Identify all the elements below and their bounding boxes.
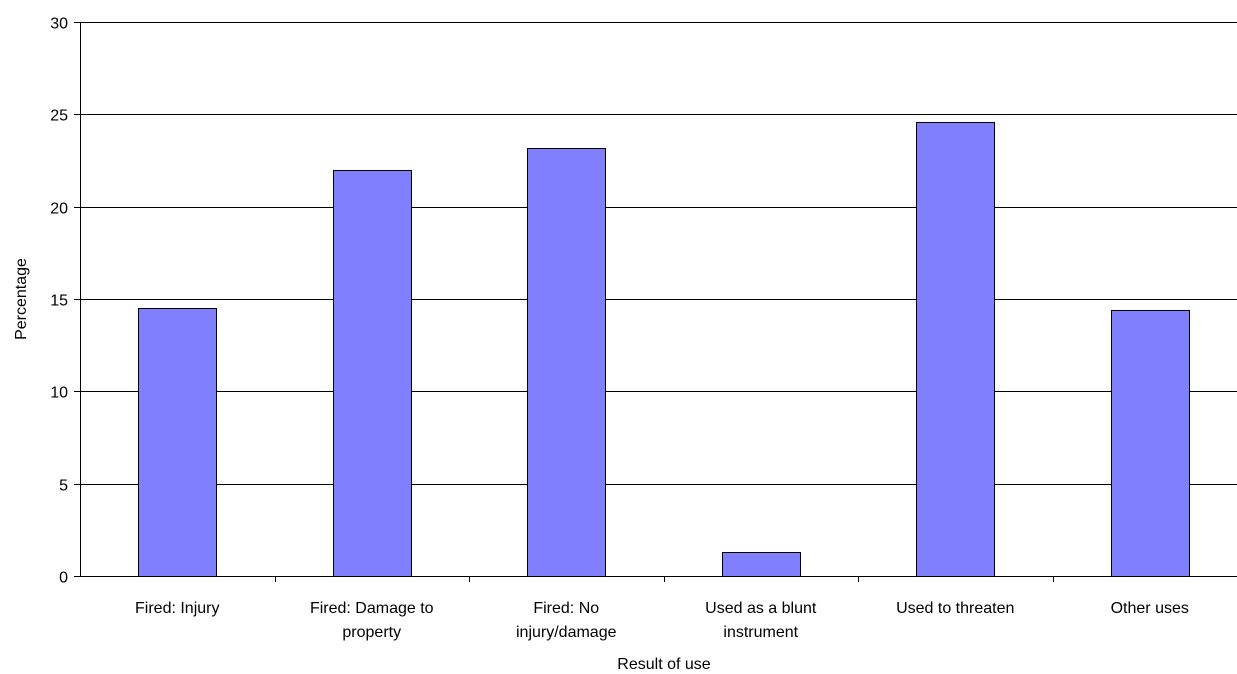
- y-tick-labels: 0 5 10 15 20 25 30: [50, 16, 68, 587]
- x-tick-label: Fired: Injury: [135, 600, 219, 617]
- x-tick-label: Fired: No injury/damage: [516, 600, 617, 641]
- x-tick-label: Fired: Damage to property: [310, 600, 434, 641]
- bar: [917, 123, 995, 577]
- y-tick-label: 10: [50, 385, 68, 402]
- bar: [528, 149, 606, 577]
- y-tick-label: 25: [50, 108, 68, 125]
- y-tick-label: 30: [50, 16, 68, 33]
- axes: [74, 22, 1237, 582]
- x-tick-labels: Fired: Injury Fired: Damage to property Fir…: [135, 600, 1189, 641]
- x-tick-label: Used to threaten: [896, 600, 1014, 617]
- x-tick-label: Other uses: [1111, 600, 1189, 617]
- x-tick-label: Used as a blunt instrument: [705, 600, 817, 641]
- bar: [1112, 311, 1190, 577]
- x-axis-label: Result of use: [617, 656, 710, 673]
- bar: [139, 309, 217, 577]
- bar: [334, 171, 412, 577]
- y-tick-label: 0: [59, 570, 68, 587]
- bars: [139, 123, 1190, 577]
- y-tick-label: 15: [50, 293, 68, 310]
- y-axis-label: Percentage: [13, 258, 30, 340]
- y-tick-label: 20: [50, 201, 68, 218]
- y-tick-label: 5: [59, 478, 68, 495]
- bar: [723, 553, 801, 577]
- gridlines: [80, 23, 1237, 485]
